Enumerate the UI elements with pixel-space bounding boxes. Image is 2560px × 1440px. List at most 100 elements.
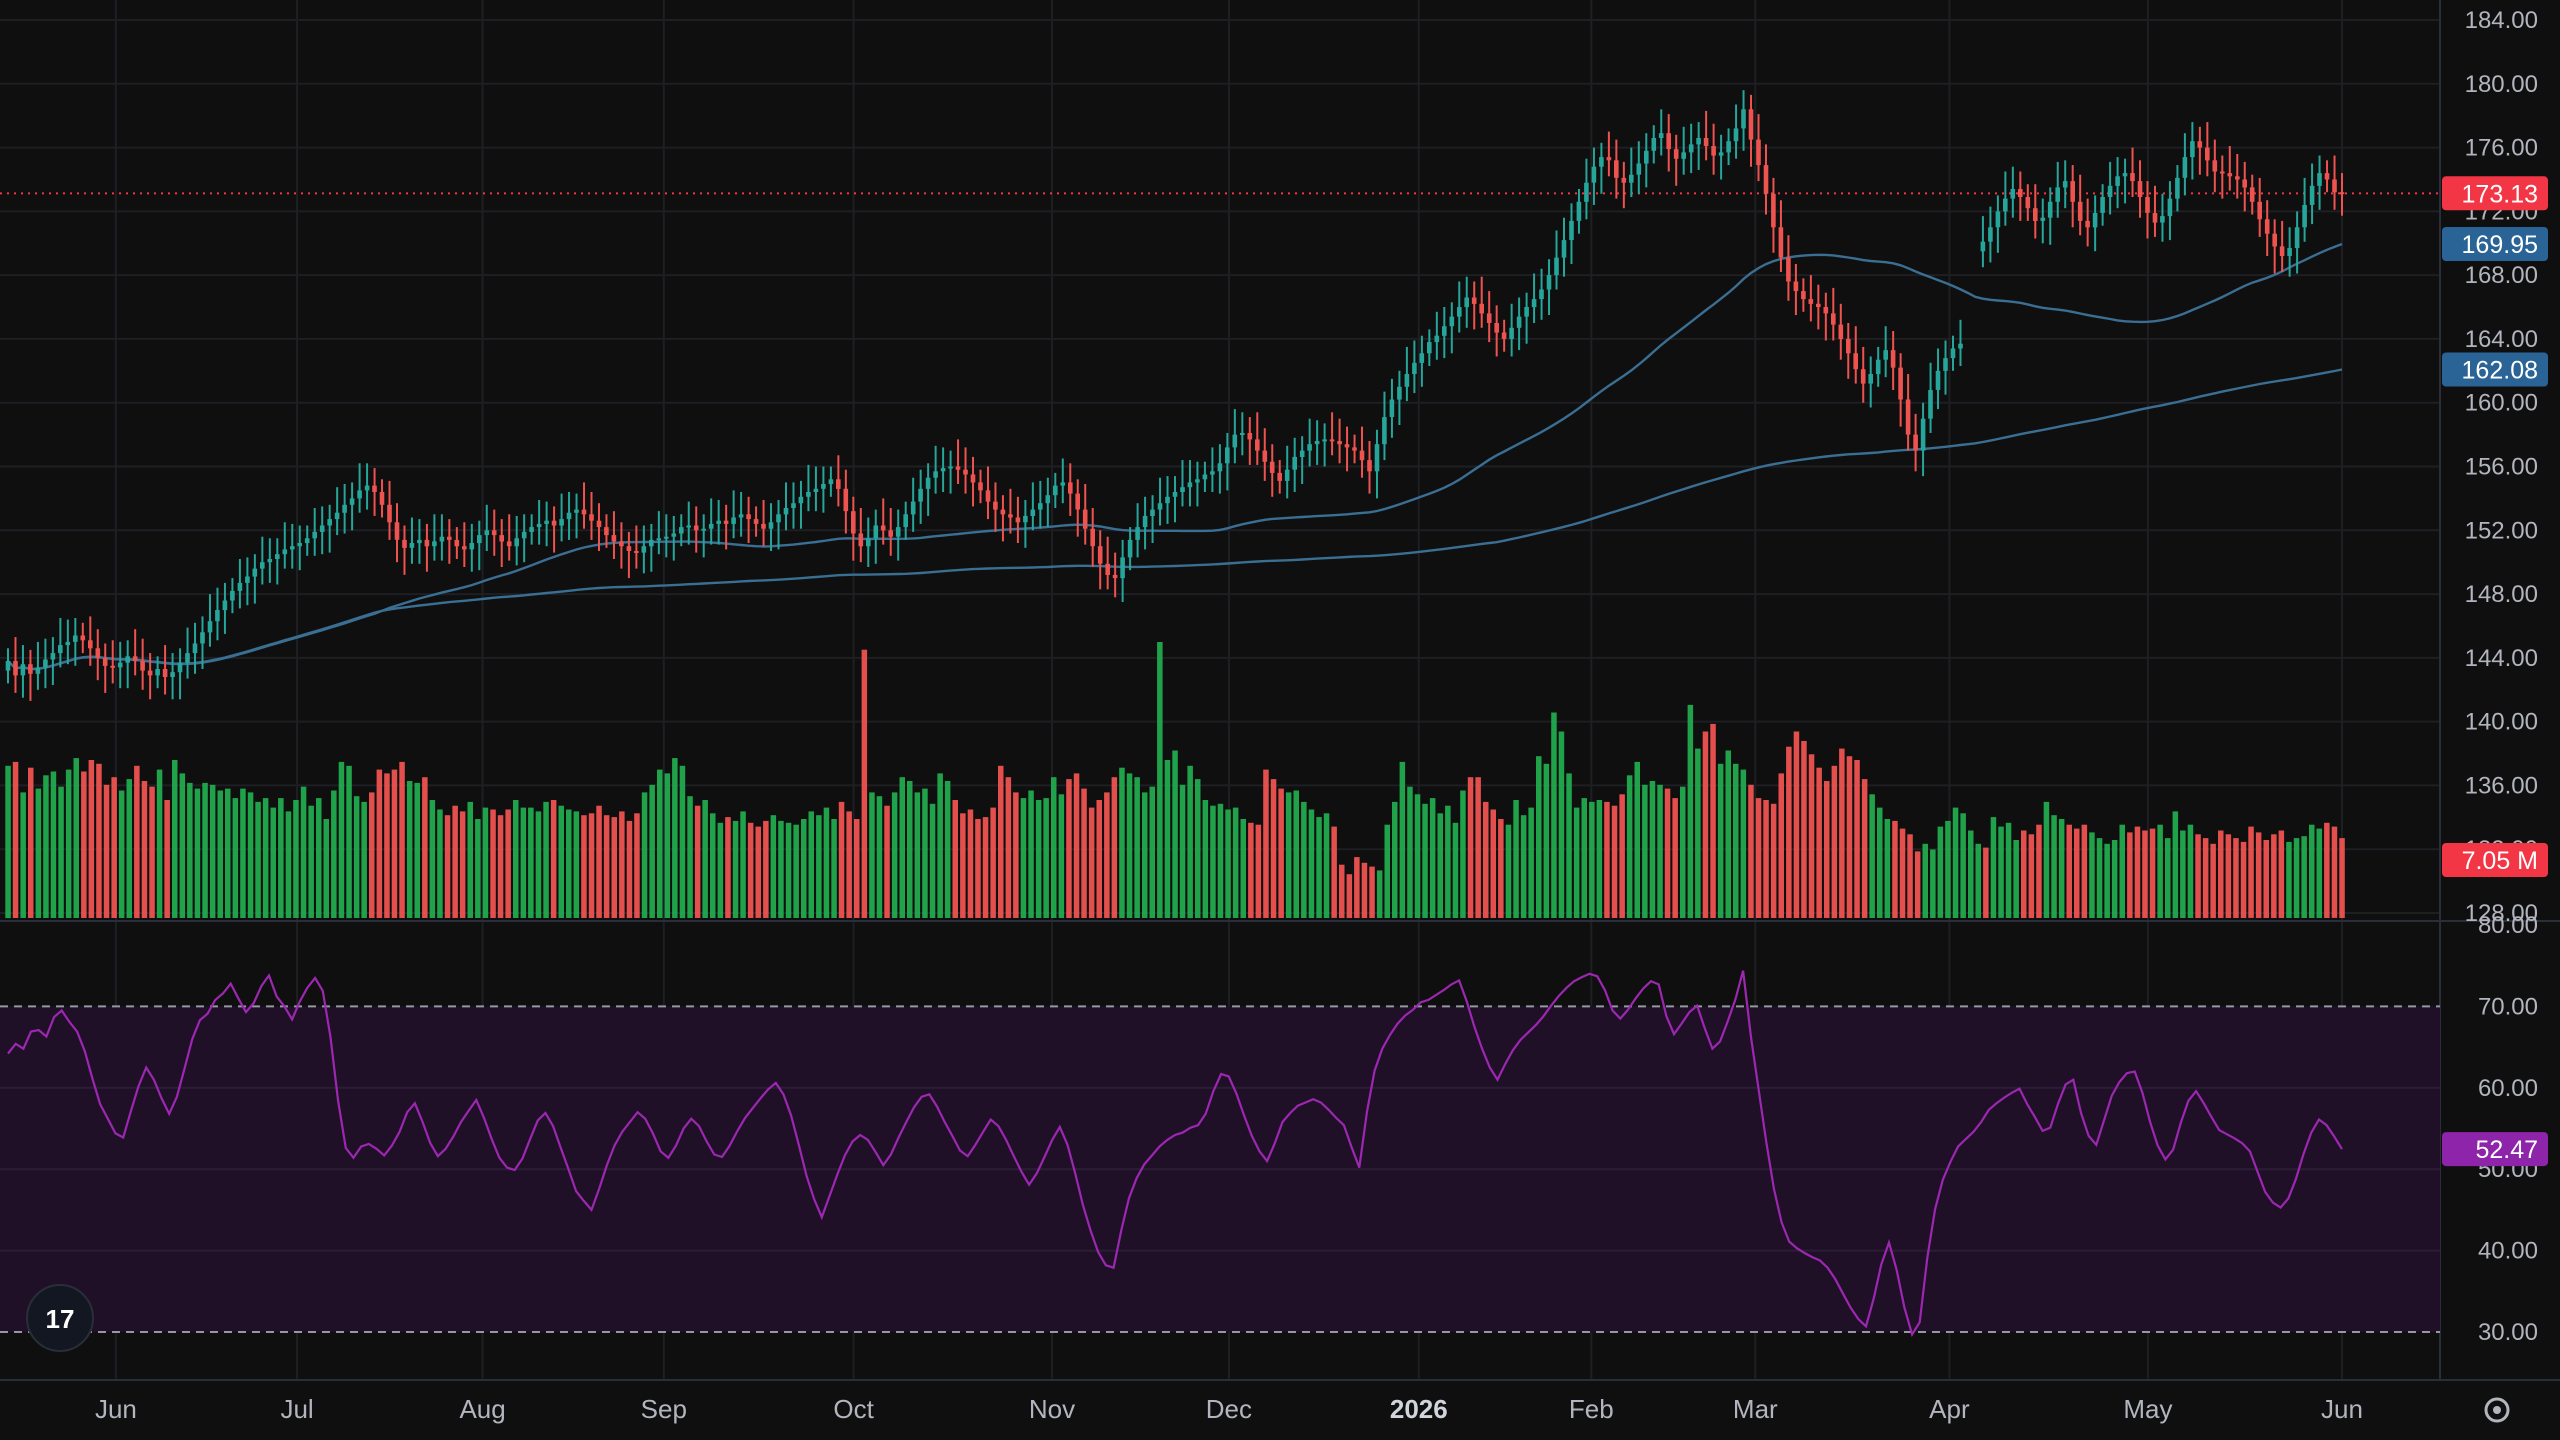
volume-bar bbox=[1899, 828, 1906, 918]
volume-bar bbox=[1293, 790, 1299, 918]
volume-bar bbox=[429, 800, 436, 918]
volume-bar bbox=[1952, 807, 1959, 918]
volume-bar bbox=[1573, 807, 1580, 918]
volume-bar bbox=[520, 807, 527, 918]
candle-body bbox=[1838, 324, 1844, 339]
candle-body bbox=[656, 538, 662, 541]
candle-body bbox=[379, 492, 385, 505]
volume-bar bbox=[1528, 807, 1534, 918]
candle-body bbox=[1569, 220, 1574, 240]
tradingview-logo[interactable]: 17 bbox=[26, 1284, 94, 1352]
volume-bar bbox=[960, 813, 966, 918]
volume-bar bbox=[1225, 809, 1231, 918]
price-tick-label: 184.00 bbox=[2465, 7, 2538, 34]
volume-bar bbox=[384, 773, 390, 918]
volume-bar bbox=[156, 769, 163, 918]
volume-bar bbox=[566, 809, 572, 918]
volume-bar bbox=[967, 809, 974, 918]
candle-body bbox=[1868, 374, 1873, 384]
candle-body bbox=[1307, 444, 1312, 451]
time-tick-label: Jul bbox=[280, 1394, 313, 1424]
volume-bar bbox=[1035, 800, 1042, 918]
candle-body bbox=[1860, 369, 1866, 384]
candle-body bbox=[2197, 141, 2203, 148]
volume-bar bbox=[1399, 761, 1406, 918]
volume-bar bbox=[581, 815, 587, 918]
candle-body bbox=[1217, 463, 1223, 472]
candle-body bbox=[1741, 109, 1746, 129]
volume-bar bbox=[649, 784, 655, 918]
volume-bar bbox=[1937, 826, 1944, 918]
candle-body bbox=[20, 664, 26, 676]
candle-body bbox=[1397, 386, 1402, 400]
price-tick-label: 140.00 bbox=[2465, 709, 2538, 736]
volume-bar bbox=[801, 819, 807, 918]
volume-bar bbox=[361, 801, 367, 918]
volume-bar bbox=[1725, 750, 1731, 918]
candle-body bbox=[2070, 181, 2075, 202]
volume-bar bbox=[1429, 798, 1436, 918]
volume-bar bbox=[1179, 784, 1186, 918]
volume-bar bbox=[459, 811, 466, 918]
gear-icon[interactable] bbox=[2484, 1397, 2510, 1423]
rsi-tick-label: 70.00 bbox=[2478, 993, 2538, 1020]
volume-bar bbox=[1505, 824, 1512, 918]
candle-body bbox=[2324, 173, 2330, 180]
price-tick-label: 148.00 bbox=[2465, 581, 2538, 608]
time-tick-label: 2026 bbox=[1390, 1394, 1448, 1424]
candle-body bbox=[1561, 240, 1567, 258]
volume-bar bbox=[406, 781, 413, 918]
logo-circle[interactable] bbox=[26, 1284, 94, 1352]
volume-bar bbox=[316, 798, 322, 918]
gear-icon-ring[interactable] bbox=[2484, 1397, 2510, 1423]
candle-body bbox=[2092, 213, 2098, 228]
candle-body bbox=[2055, 187, 2060, 202]
volume-bar bbox=[869, 792, 875, 918]
candle-body bbox=[2122, 173, 2128, 177]
rsi-tick-label: 80.00 bbox=[2478, 912, 2538, 939]
volume-bar bbox=[1717, 763, 1724, 918]
volume-bar bbox=[535, 811, 542, 918]
candle-body bbox=[925, 477, 931, 489]
volume-bars bbox=[5, 642, 2345, 919]
volume-bar bbox=[831, 819, 837, 918]
time-axis[interactable]: Jun Jul Aug Sep Oct Nov Dec 2026 Feb Mar Apr May Jun bbox=[95, 1394, 2363, 1424]
volume-bar bbox=[1172, 750, 1178, 918]
volume-bar bbox=[982, 817, 989, 918]
candle-body bbox=[1823, 307, 1829, 314]
candle-body bbox=[1142, 515, 1148, 528]
volume-bar bbox=[118, 790, 125, 918]
volume-bar bbox=[2142, 830, 2148, 918]
volume-bar bbox=[1604, 801, 1610, 918]
candle-body bbox=[35, 667, 41, 674]
volume-bar bbox=[331, 790, 337, 918]
volume-bar bbox=[1483, 801, 1489, 918]
candle-body bbox=[529, 527, 534, 532]
candle-body bbox=[147, 670, 153, 676]
ma-fast-tag: 169.95 bbox=[2442, 227, 2548, 261]
candle-body bbox=[506, 541, 512, 547]
volume-bar bbox=[2013, 840, 2019, 918]
candle-body bbox=[1404, 374, 1410, 387]
volume-bar bbox=[1157, 642, 1163, 918]
candle-body bbox=[619, 541, 624, 547]
volume-bar bbox=[1361, 862, 1368, 918]
candle-body bbox=[1150, 509, 1155, 516]
volume-bar bbox=[172, 760, 178, 918]
volume-bar bbox=[1861, 779, 1868, 918]
candle-body bbox=[1442, 326, 1447, 336]
volume-bar bbox=[619, 811, 625, 918]
volume-bar bbox=[225, 788, 231, 918]
price-axis[interactable]: 184.00180.00176.00172.00168.00164.00160.… bbox=[2465, 7, 2538, 927]
candle-body bbox=[2182, 157, 2188, 178]
candle-body bbox=[2040, 217, 2046, 221]
volume-bar bbox=[1195, 779, 1201, 918]
candle-body bbox=[1322, 439, 1327, 442]
volume-bar bbox=[1051, 777, 1057, 918]
candle-body bbox=[895, 527, 901, 537]
candle-body bbox=[1950, 348, 1956, 359]
candle-body bbox=[2152, 213, 2158, 223]
